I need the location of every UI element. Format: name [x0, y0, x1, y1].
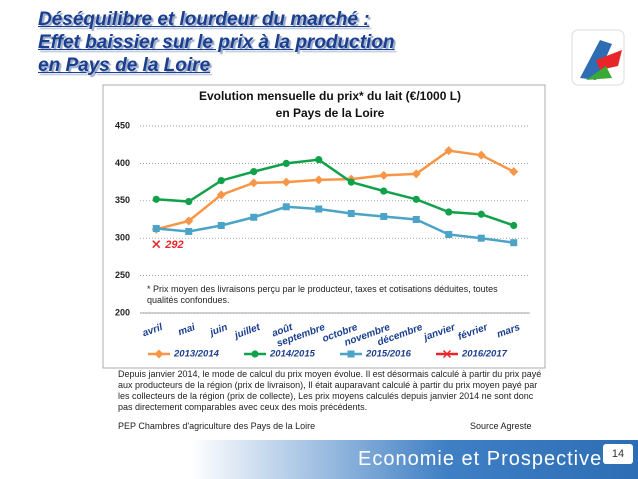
- data-point: [315, 156, 323, 164]
- data-point: [347, 210, 355, 218]
- x-tick-label: janvier: [421, 322, 458, 344]
- data-point: [185, 227, 193, 235]
- data-point: [445, 230, 453, 238]
- data-point: [510, 221, 518, 230]
- title-line: Effet baissier sur le prix à la producti…: [38, 32, 395, 53]
- chart: Evolution mensuelle du prix* du lait (€/…: [102, 29, 625, 369]
- data-point: [477, 210, 485, 218]
- legend-marker: [251, 350, 259, 358]
- data-point: [315, 205, 323, 213]
- series-line: [155, 149, 515, 231]
- data-point: [444, 146, 454, 156]
- logo: [571, 29, 625, 86]
- series-line: [156, 158, 515, 227]
- legend-marker: [154, 349, 164, 359]
- x-tick-label: mars: [495, 322, 522, 341]
- y-tick-label: 400: [115, 158, 130, 168]
- x-tick-label: juin: [207, 322, 229, 339]
- y-tick-label: 300: [115, 233, 130, 243]
- title-line: Déséquilibre et lourdeur du marché :: [38, 9, 370, 30]
- data-point: [152, 224, 160, 232]
- data-point: [411, 169, 421, 179]
- data-point: [281, 177, 291, 187]
- data-point: [217, 177, 225, 185]
- data-point: [216, 190, 226, 200]
- chart-title: Evolution mensuelle du prix* du lait (€/…: [199, 89, 461, 103]
- page-number: 14: [603, 444, 633, 464]
- data-point: [184, 216, 194, 226]
- x-tick-label: avril: [141, 322, 164, 339]
- slide-title: Déséquilibre et lourdeur du marché : Eff…: [38, 8, 395, 77]
- y-tick-label: 250: [115, 270, 130, 280]
- y-tick-label: 200: [115, 307, 130, 317]
- x-tick-label: février: [457, 322, 491, 343]
- legend-label: 2015/2016: [365, 349, 412, 360]
- data-point: [476, 150, 486, 160]
- data-point: [217, 221, 225, 229]
- x-tick-label: mai: [177, 322, 197, 338]
- footer-left: PEP Chambres d'agriculture des Pays de l…: [118, 421, 316, 431]
- data-point: [380, 213, 388, 221]
- data-point: [445, 208, 453, 216]
- data-point: [379, 170, 389, 180]
- data-point: [347, 178, 355, 186]
- legend-label: 2013/2014: [173, 349, 220, 360]
- x-tick-label: juillet: [231, 322, 262, 342]
- data-point: [282, 159, 290, 167]
- data-point: [152, 195, 160, 203]
- data-point: [412, 195, 420, 203]
- footer-right: Source Agreste: [470, 421, 532, 431]
- data-point: [282, 203, 290, 211]
- legend-label: 2016/2017: [461, 349, 508, 360]
- chart-subtitle: en Pays de la Loire: [276, 106, 385, 120]
- data-point: [510, 239, 518, 247]
- series-line: [156, 205, 514, 244]
- data-point: [185, 197, 193, 206]
- data-point: [380, 187, 388, 195]
- y-tick-label: 450: [115, 120, 130, 130]
- description: Depuis janvier 2014, le mode de calcul d…: [118, 369, 542, 412]
- legend-marker: [442, 349, 452, 359]
- data-point: [314, 175, 324, 185]
- title-line: en Pays de la Loire: [38, 55, 211, 76]
- chart-note: * Prix moyen des livraisons perçu par le…: [147, 284, 498, 305]
- legend-marker: [347, 350, 355, 358]
- data-point: [250, 168, 258, 176]
- data-point: [250, 213, 258, 221]
- data-point: [509, 167, 519, 177]
- data-label: 292: [164, 239, 183, 251]
- data-point: [249, 178, 259, 188]
- banner-text: Economie et Prospective: [358, 448, 603, 470]
- data-point: [477, 234, 485, 242]
- y-tick-label: 350: [115, 195, 130, 205]
- data-point: [412, 216, 420, 223]
- banner: [0, 440, 638, 479]
- data-point: [152, 240, 161, 249]
- legend-label: 2014/2015: [269, 349, 316, 360]
- chart-frame: [102, 84, 546, 369]
